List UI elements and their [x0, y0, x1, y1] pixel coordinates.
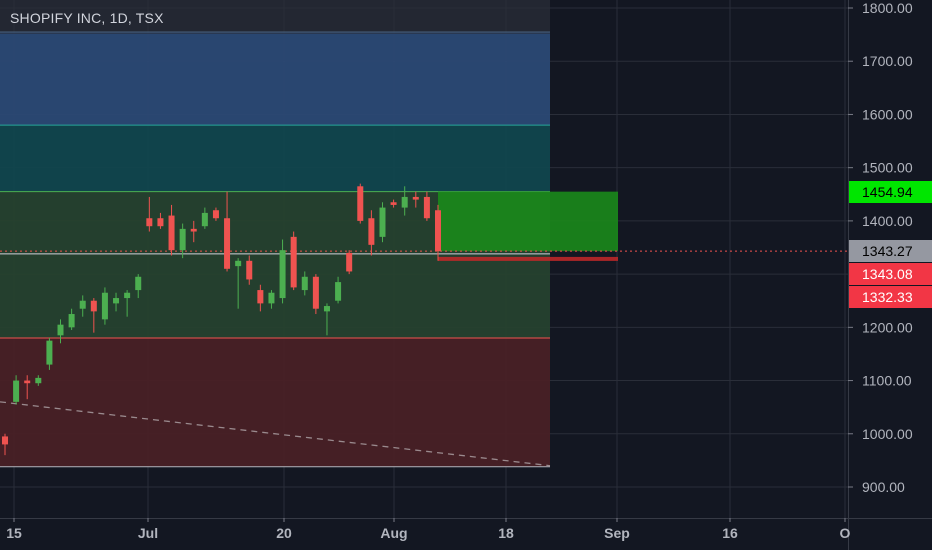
candle-body: [435, 210, 441, 252]
price-tick-label: 1000.00: [862, 426, 913, 442]
price-tick-label: 1700.00: [862, 53, 913, 69]
price-badge: [849, 286, 932, 308]
trendline: [0, 401, 551, 467]
time-tick-label: O: [840, 525, 851, 541]
candle-body: [357, 186, 364, 221]
time-tick-label: Aug: [380, 525, 407, 541]
candle-body: [2, 436, 8, 445]
candle-body: [246, 260, 253, 280]
profit-target-box: [438, 191, 618, 252]
candle-body: [157, 218, 164, 227]
time-tick-label: 16: [722, 525, 738, 541]
candle-body: [57, 324, 64, 336]
price-tick-label: 1800.00: [862, 0, 913, 16]
candle-body: [335, 282, 342, 301]
price-badge-label: 1454.94: [862, 184, 913, 200]
stop-loss-box: [438, 256, 618, 261]
price-badge: [849, 263, 932, 285]
price-tick-label: 1200.00: [862, 319, 913, 335]
chart-header: SHOPIFY INC, 1D, TSX: [0, 0, 550, 34]
candle-body: [368, 218, 375, 245]
price-badge-label: 1343.08: [862, 266, 913, 282]
candle-body: [412, 196, 419, 200]
candle-body: [101, 292, 108, 320]
candle-body: [135, 276, 142, 291]
price-badge-label: 1343.27: [862, 243, 913, 259]
candle-body: [201, 212, 208, 227]
candle-body: [401, 196, 408, 208]
candle-body: [290, 236, 297, 288]
candle-body: [46, 340, 53, 365]
candle-body: [35, 377, 42, 384]
price-zone: [0, 337, 550, 467]
candle-body: [235, 260, 242, 267]
candle-body: [168, 215, 175, 251]
candle-body: [279, 250, 286, 299]
price-badge-label: 1332.33: [862, 289, 913, 305]
candle-body: [79, 300, 86, 309]
candle-body: [13, 380, 20, 402]
candle-body: [323, 306, 330, 312]
candle-body: [146, 218, 153, 227]
time-tick-label: 18: [498, 525, 514, 541]
candle-body: [224, 218, 231, 269]
price-zone: [0, 125, 550, 192]
candle-body: [124, 292, 131, 299]
price-tick-label: 1400.00: [862, 213, 913, 229]
chart-title: SHOPIFY INC, 1D, TSX: [10, 10, 164, 26]
price-tick-label: 1500.00: [862, 160, 913, 176]
candle-body: [346, 252, 353, 272]
candle-body: [113, 298, 120, 304]
time-tick-label: 15: [6, 525, 22, 541]
time-tick-label: Sep: [604, 525, 630, 541]
candle-body: [179, 228, 186, 251]
candle-body: [423, 196, 430, 219]
candle-body: [212, 210, 219, 219]
candle-body: [68, 314, 75, 328]
price-zone: [0, 31, 550, 126]
price-badge: [849, 240, 932, 262]
candle-body: [90, 300, 97, 312]
candle-body: [379, 207, 386, 237]
price-tick-label: 900.00: [862, 479, 905, 495]
candle-body: [24, 380, 31, 384]
candle-body: [190, 228, 197, 232]
time-tick-label: 20: [276, 525, 292, 541]
candle-body: [257, 290, 264, 304]
time-tick-label: Jul: [138, 525, 158, 541]
price-tick-label: 1100.00: [862, 373, 912, 389]
candle-body: [390, 202, 397, 205]
price-badge: [849, 181, 932, 203]
candle-body: [312, 276, 319, 309]
candle-body: [268, 292, 275, 304]
price-tick-label: 1600.00: [862, 106, 913, 122]
candle-body: [301, 276, 308, 291]
